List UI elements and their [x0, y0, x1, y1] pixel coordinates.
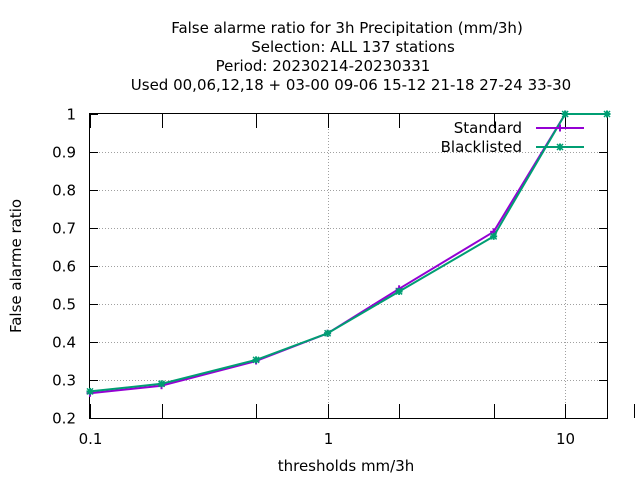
data-point	[490, 232, 498, 240]
x-axis-label: thresholds mm/3h	[278, 457, 415, 475]
y-tick-label: 0.2	[52, 410, 76, 428]
y-tick-label: 0.7	[52, 220, 76, 238]
marker-stroke	[252, 356, 260, 364]
marker-stroke	[157, 380, 166, 388]
y-tick-label: 0.3	[52, 372, 76, 390]
title-line-2: Selection: ALL 137 stations	[251, 38, 455, 56]
data-point	[603, 110, 611, 118]
data-point	[86, 387, 94, 395]
marker-stroke	[395, 287, 403, 295]
marker-stroke	[490, 232, 498, 240]
x-axis: 0.1 1 10	[79, 114, 635, 448]
x-tick-label: 0.1	[79, 430, 103, 448]
marker-stroke	[324, 329, 332, 337]
marker-stroke	[86, 387, 94, 395]
x-tick-label: 10	[556, 430, 575, 448]
legend-label: Standard	[454, 119, 522, 137]
marker-stroke	[603, 110, 611, 118]
chart-title: False alarme ratio for 3h Precipitation …	[131, 19, 571, 94]
data-point	[157, 380, 166, 388]
y-tick-label: 0.6	[52, 258, 76, 276]
marker-stroke	[561, 110, 569, 118]
grid	[90, 114, 607, 418]
y-tick-label: 0.5	[52, 296, 76, 314]
title-line-4: Used 00,06,12,18 + 03-00 09-06 15-12 21-…	[131, 76, 571, 94]
y-tick-label: 0.9	[52, 144, 76, 162]
legend-marker	[556, 143, 564, 151]
title-line-1: False alarme ratio for 3h Precipitation …	[171, 19, 523, 37]
data-point	[252, 356, 260, 364]
title-line-3: Period: 20230214-20230331	[216, 57, 431, 75]
y-tick-label: 1	[66, 106, 76, 124]
legend-label: Blacklisted	[441, 138, 522, 156]
legend-marker	[556, 124, 564, 132]
series-blacklisted	[86, 110, 611, 395]
y-tick-label: 0.8	[52, 182, 76, 200]
data-point	[395, 287, 403, 295]
x-tick-label: 1	[324, 430, 334, 448]
marker-stroke	[556, 143, 564, 151]
plot-frame	[89, 113, 608, 419]
series-standard	[86, 110, 611, 397]
y-tick-label: 0.4	[52, 334, 76, 352]
y-axis: 0.2 0.3 0.4 0.5 0.6 0.7 0.8 0.9 1	[52, 106, 607, 428]
series-group	[86, 110, 611, 397]
y-axis-label: False alarme ratio	[7, 199, 25, 333]
series-line	[89, 113, 607, 395]
data-point	[561, 110, 569, 118]
data-point	[324, 329, 332, 337]
series-line	[89, 113, 607, 393]
